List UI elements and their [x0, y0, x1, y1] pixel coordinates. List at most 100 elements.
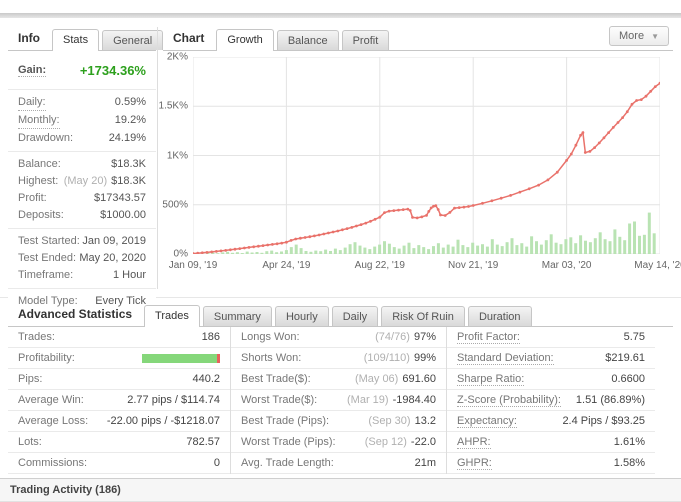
- tab-risk-of-ruin[interactable]: Risk Of Ruin: [381, 306, 465, 326]
- ahpr-label: AHPR:: [457, 435, 491, 449]
- sharpe-ratio-label: Sharpe Ratio:: [457, 372, 525, 386]
- z-score-label: Z-Score (Probability):: [457, 393, 561, 407]
- longs-won-label: Longs Won:: [241, 331, 300, 343]
- table-row: Worst Trade (Pips): (Sep 12) -22.0: [231, 432, 446, 453]
- growth-chart-area: 2K% 1.5K% 1K% 500% 0% Jan 09, '19 Apr 24…: [159, 52, 681, 287]
- lots-label: Lots:: [18, 436, 42, 448]
- worst-trade-usd-date: (Mar 19): [347, 394, 389, 406]
- tab-stats[interactable]: Stats: [52, 29, 100, 51]
- pips-value: 440.2: [192, 373, 220, 385]
- table-row: Best Trade($): (May 06) 691.60: [231, 369, 446, 390]
- table-row: AHPR: 1.61%: [447, 432, 655, 453]
- info-row: Test Ended: May 20, 2020: [8, 250, 156, 267]
- commissions-value: 0: [213, 457, 220, 469]
- test-ended-value: May 20, 2020: [79, 252, 146, 264]
- balance-label: Balance:: [18, 158, 61, 170]
- table-row: Shorts Won: (109/110) 99%: [231, 348, 446, 369]
- profit-factor-value: 5.75: [623, 331, 645, 343]
- table-row: Pips: 440.2: [8, 369, 230, 390]
- table-row: Trades: 186: [8, 327, 230, 348]
- x-tick-label: Apr 24, '19: [262, 260, 311, 271]
- highest-label: Highest:: [18, 175, 59, 187]
- chart-plot: [193, 57, 660, 254]
- average-loss-label: Average Loss:: [18, 415, 89, 427]
- tab-balance[interactable]: Balance: [276, 30, 339, 50]
- test-started-value: Jan 09, 2019: [82, 235, 146, 247]
- top-divider-bar: [0, 13, 681, 18]
- info-row: Model Type: Every Tick: [8, 293, 156, 310]
- best-trade-pips-date: (Sep 30): [368, 415, 411, 427]
- best-trade-pips-value: 13.2: [414, 415, 436, 427]
- tab-summary[interactable]: Summary: [202, 306, 272, 326]
- info-panel: Info Stats General Gain: +1734.36% Daily…: [8, 27, 164, 314]
- worst-trade-usd-label: Worst Trade($):: [241, 394, 318, 406]
- standard-deviation-value: $219.61: [605, 352, 645, 364]
- best-trade-pips-label: Best Trade (Pips):: [241, 415, 330, 427]
- table-row: GHPR: 1.58%: [447, 453, 655, 474]
- tab-general[interactable]: General: [102, 30, 164, 50]
- table-row: Longs Won: (74/76) 97%: [231, 327, 446, 348]
- stats-column-1: Trades: 186 Profitability: Pips: 440.2 A…: [8, 327, 230, 474]
- profitability-bar-win: [142, 353, 218, 363]
- info-row: Monthly: 19.2%: [8, 112, 156, 130]
- stats-column-3: Profit Factor: 5.75 Standard Deviation: …: [446, 327, 655, 474]
- tab-profit[interactable]: Profit: [341, 30, 390, 50]
- average-loss-value: -22.00 pips / -$1218.07: [106, 415, 220, 427]
- model-group: Model Type: Every Tick: [8, 288, 156, 314]
- chart-panel-title: Chart: [173, 31, 205, 45]
- y-tick-label: 1.5K%: [158, 100, 188, 112]
- stats-column-2: Longs Won: (74/76) 97% Shorts Won: (109/1…: [230, 327, 446, 474]
- highest-date: (May 20): [63, 175, 108, 187]
- table-row: Profit Factor: 5.75: [447, 327, 655, 348]
- table-row: Best Trade (Pips): (Sep 30) 13.2: [231, 411, 446, 432]
- model-type-value: Every Tick: [95, 295, 146, 307]
- timeframe-label: Timeframe:: [18, 269, 74, 281]
- longs-won-detail: (74/76): [375, 331, 410, 343]
- advanced-statistics-header: Advanced Statistics Trades Summary Hourl…: [8, 303, 673, 327]
- shorts-won-detail: (109/110): [363, 352, 410, 364]
- tab-duration[interactable]: Duration: [467, 306, 532, 326]
- tab-daily[interactable]: Daily: [331, 306, 379, 326]
- sharpe-ratio-value: 0.6600: [611, 373, 645, 385]
- advanced-statistics-title: Advanced Statistics: [18, 307, 133, 321]
- info-row: Daily: 0.59%: [8, 94, 156, 112]
- info-row: Profit: $17343.57: [8, 190, 156, 207]
- tab-trades[interactable]: Trades: [144, 305, 200, 327]
- expectancy-label: Expectancy:: [457, 414, 517, 428]
- y-tick-label: 1K%: [166, 150, 188, 161]
- chart-panel-header: Chart Growth Balance Profit More ▼: [163, 26, 673, 51]
- info-row: Highest: (May 20) $18.3K: [8, 173, 156, 190]
- table-row: Avg. Trade Length: 21m: [231, 453, 446, 474]
- shorts-won-value: 99%: [413, 352, 436, 364]
- account-group: Balance: $18.3K Highest: (May 20) $18.3K …: [8, 151, 156, 228]
- pips-label: Pips:: [18, 373, 43, 385]
- best-trade-usd-date: (May 06): [354, 373, 399, 385]
- info-panel-header: Info Stats General: [8, 27, 164, 51]
- info-row: Test Started: Jan 09, 2019: [8, 233, 156, 250]
- trades-label: Trades:: [18, 331, 55, 343]
- x-tick-label: Jan 09, '19: [168, 260, 218, 271]
- panel-divider: [157, 27, 158, 289]
- more-button[interactable]: More ▼: [609, 26, 669, 46]
- deposits-label: Deposits:: [18, 209, 64, 221]
- tab-growth[interactable]: Growth: [216, 29, 274, 51]
- advanced-statistics-panel: Advanced Statistics Trades Summary Hourl…: [8, 303, 673, 474]
- table-row: Expectancy: 2.4 Pips / $93.25: [447, 411, 655, 432]
- info-row: Deposits: $1000.00: [8, 207, 156, 224]
- table-row: Average Win: 2.77 pips / $114.74: [8, 390, 230, 411]
- tab-hourly[interactable]: Hourly: [274, 306, 329, 326]
- best-trade-usd-label: Best Trade($):: [241, 373, 311, 385]
- growth-chart: [193, 57, 660, 254]
- balance-value: $18.3K: [111, 158, 146, 170]
- y-tick-label: 500%: [162, 199, 188, 211]
- chevron-down-icon: ▼: [651, 31, 659, 41]
- ghpr-label: GHPR:: [457, 456, 492, 470]
- deposits-value: $1000.00: [100, 209, 146, 221]
- test-group: Test Started: Jan 09, 2019 Test Ended: M…: [8, 228, 156, 288]
- monthly-value: 19.2%: [114, 114, 146, 126]
- average-win-value: 2.77 pips / $114.74: [127, 394, 220, 406]
- performance-group: Daily: 0.59% Monthly: 19.2% Drawdown: 24…: [8, 89, 156, 151]
- worst-trade-usd-value: -1984.40: [392, 394, 436, 406]
- table-row: Average Loss: -22.00 pips / -$1218.07: [8, 411, 230, 432]
- highest-amount: $18.3K: [111, 175, 146, 187]
